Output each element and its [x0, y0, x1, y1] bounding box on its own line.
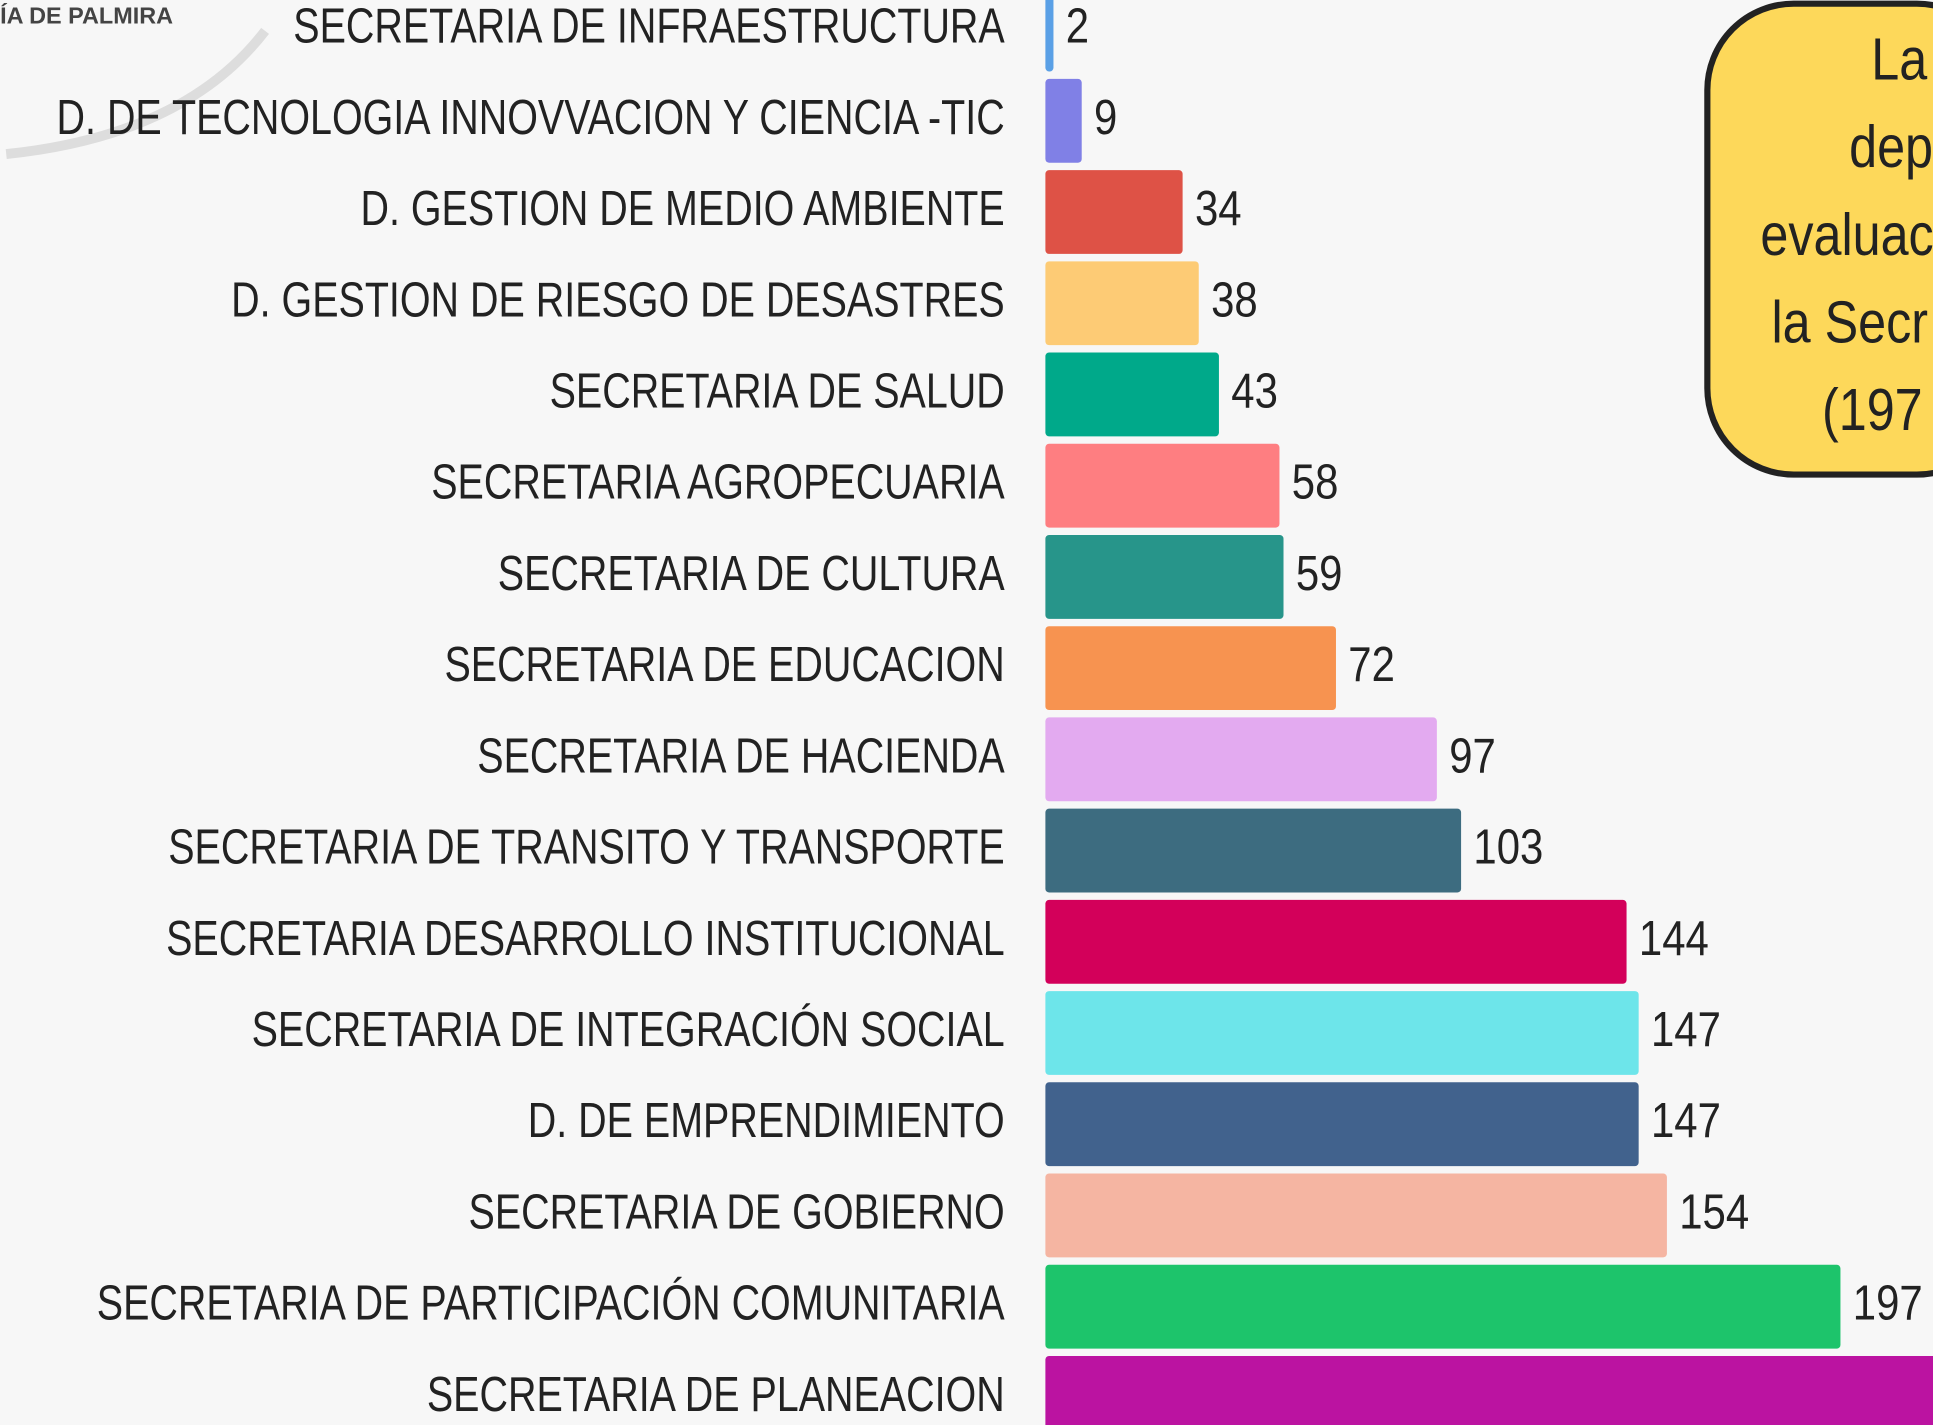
category-label: SECRETARIA DE EDUCACION	[444, 638, 1004, 692]
logo-swoosh	[5, 27, 270, 159]
bar	[1045, 534, 1284, 619]
category-label: SECRETARIA AGROPECUARIA	[431, 456, 1005, 510]
value-label: 72	[1348, 637, 1395, 692]
category-label: SECRETARIA DESARROLLO INSTITUCIONAL	[166, 912, 1005, 966]
value-label: 43	[1231, 363, 1278, 418]
category-label: SECRETARIA DE INFRAESTRUCTURA	[293, 0, 1005, 54]
value-label: 2	[1066, 0, 1089, 53]
annotation-text: la Secr	[1771, 288, 1928, 355]
bar	[1045, 78, 1082, 163]
value-label: 197	[1853, 1275, 1923, 1330]
category-label: SECRETARIA DE CULTURA	[498, 547, 1005, 601]
category-label: D. GESTION DE RIESGO DE DESASTRES	[231, 273, 1005, 327]
value-label: 9	[1094, 90, 1117, 145]
bar	[1045, 1082, 1639, 1167]
category-label: SECRETARIA DE GOBIERNO	[469, 1185, 1005, 1239]
value-label: 103	[1473, 819, 1543, 874]
annotation-box	[1704, 0, 1933, 478]
bar	[1045, 717, 1437, 802]
value-label: 144	[1639, 911, 1709, 966]
bar	[1045, 1264, 1841, 1349]
bar	[1045, 899, 1627, 984]
value-label: 38	[1211, 272, 1258, 327]
value-label: 147	[1651, 1002, 1721, 1057]
bar	[1045, 170, 1183, 254]
category-label: SECRETARIA DE INTEGRACIÓN SOCIAL	[252, 1003, 1005, 1057]
annotation-text: dep	[1849, 113, 1933, 180]
category-label: SECRETARIA DE PLANEACION	[427, 1368, 1005, 1422]
value-label: 58	[1292, 455, 1339, 510]
category-label: SECRETARIA DE SALUD	[550, 364, 1005, 418]
value-label: 147	[1651, 1093, 1721, 1148]
category-label: SECRETARIA DE HACIENDA	[477, 729, 1005, 783]
logo: ÍA DE PALMIRA	[0, 1, 173, 28]
value-label: 34	[1195, 181, 1242, 236]
category-label: D. DE EMPRENDIMIENTO	[528, 1094, 1005, 1148]
value-label: 97	[1449, 728, 1496, 783]
bar	[1045, 443, 1280, 528]
bar	[1045, 0, 1054, 72]
category-label: D. GESTION DE MEDIO AMBIENTE	[360, 182, 1004, 236]
bar	[1045, 261, 1199, 346]
value-label: 59	[1296, 546, 1343, 601]
bar	[1045, 626, 1336, 711]
bar	[1045, 352, 1219, 437]
value-label: 154	[1679, 1184, 1749, 1239]
annotation-text: La	[1871, 26, 1927, 93]
bar	[1045, 991, 1639, 1075]
bar	[1045, 808, 1462, 893]
bar	[1045, 1173, 1667, 1258]
category-label: SECRETARIA DE PARTICIPACIÓN COMUNITARIA	[97, 1277, 1005, 1331]
category-label: SECRETARIA DE TRANSITO Y TRANSPORTE	[168, 821, 1004, 875]
category-label: D. DE TECNOLOGIA INNOVVACION Y CIENCIA -…	[57, 91, 1005, 145]
annotation-text: (197	[1822, 376, 1923, 443]
bar	[1045, 1355, 1933, 1425]
annotation-text: evaluac	[1760, 201, 1933, 268]
